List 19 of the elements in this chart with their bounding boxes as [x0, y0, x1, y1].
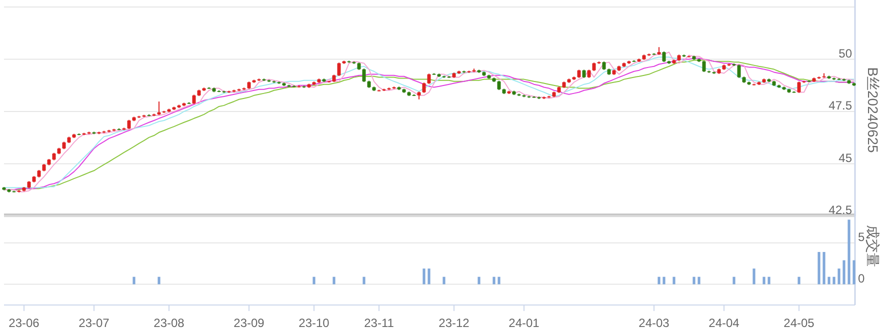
x-tick-label: 24-04: [708, 316, 740, 330]
y-tick-label: 50: [838, 46, 852, 60]
y-axis-title: B丝20240625: [865, 67, 881, 154]
y-axis-title: 成交量: [865, 225, 881, 267]
x-tick-label: 23-07: [78, 316, 110, 330]
x-tick-label: 24-05: [784, 316, 815, 330]
x-tick-label: 23-09: [234, 316, 265, 330]
x-tick-label: 23-11: [364, 316, 394, 330]
x-tick-label: 24-03: [638, 316, 670, 330]
y-tick-label: 42.5: [828, 203, 852, 217]
y-tick-label: 45: [838, 150, 852, 165]
x-tick-label: 23-06: [8, 316, 40, 330]
x-tick-label: 23-08: [154, 316, 185, 330]
y-tick-label: 47.5: [828, 98, 852, 112]
y-tick-label: 5: [858, 230, 865, 244]
x-tick-label: 23-10: [298, 316, 330, 330]
x-tick-label: 24-01: [508, 316, 540, 330]
y-tick-label: 0: [858, 271, 865, 286]
x-tick-label: 23-12: [438, 316, 470, 330]
